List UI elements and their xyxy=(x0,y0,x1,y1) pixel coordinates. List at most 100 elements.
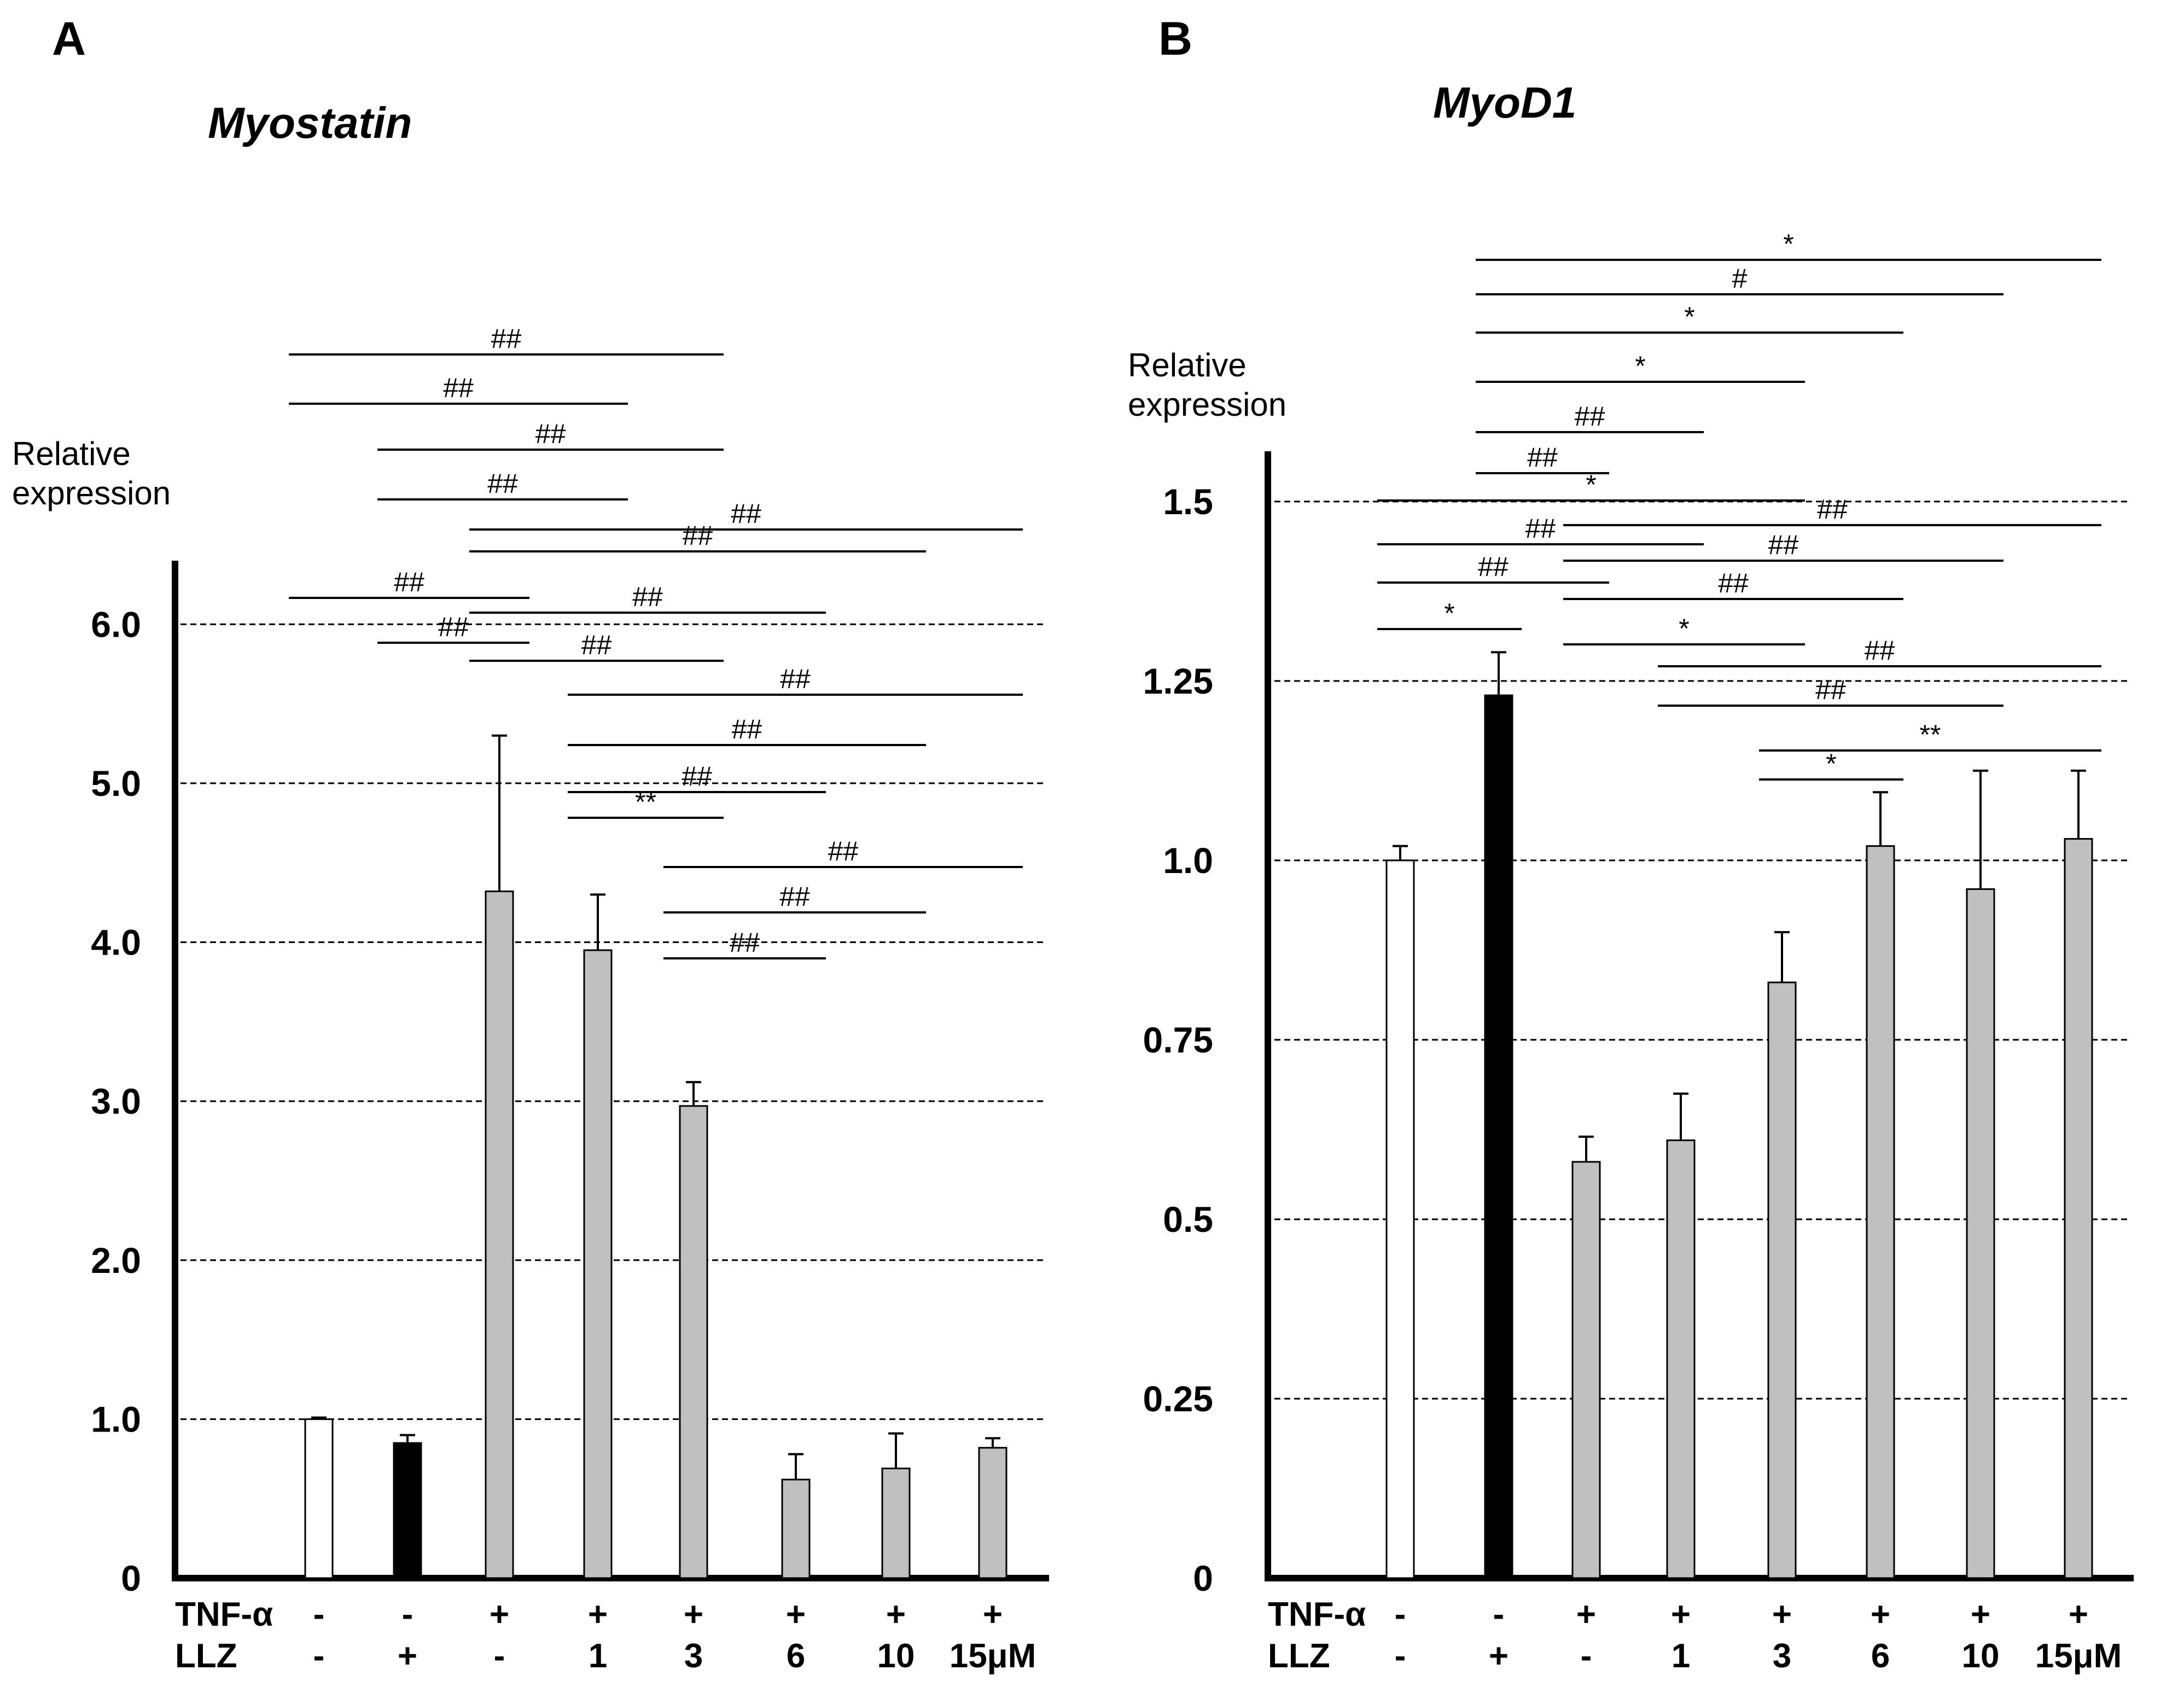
llz-value: 10 xyxy=(877,1637,915,1675)
bar xyxy=(1484,694,1513,1579)
significance-label: ## xyxy=(1815,674,1846,705)
llz-value: 6 xyxy=(787,1637,805,1675)
significance-label: ## xyxy=(828,836,859,866)
y-tick-label: 5.0 xyxy=(91,763,141,804)
significance-label: ## xyxy=(1718,568,1749,598)
panel-label: B xyxy=(1158,13,1192,65)
y-tick-label: 1.5 xyxy=(1163,481,1213,522)
tnf-value: + xyxy=(886,1596,906,1633)
bar xyxy=(1767,981,1797,1579)
tnf-value: + xyxy=(983,1596,1003,1633)
significance-label: ## xyxy=(443,373,474,403)
bar xyxy=(304,1418,334,1579)
llz-value: 1 xyxy=(1672,1637,1690,1675)
y-axis-label: Relative xyxy=(1128,347,1247,383)
bar xyxy=(881,1467,911,1579)
tnf-value: + xyxy=(1772,1596,1792,1633)
y-tick-label: 1.25 xyxy=(1143,661,1213,701)
significance-label: ## xyxy=(1478,551,1509,582)
significance-label: * xyxy=(1679,613,1689,644)
tnf-value: + xyxy=(490,1596,509,1633)
tnf-value: - xyxy=(1493,1596,1505,1633)
chart-title: MyoD1 xyxy=(1433,78,1576,127)
chart-title: Myostatin xyxy=(208,98,412,147)
y-tick-label: 1.0 xyxy=(91,1399,141,1439)
significance-label: ## xyxy=(1865,635,1895,666)
llz-value: 15μM xyxy=(950,1637,1036,1675)
significance-label: ## xyxy=(732,714,762,744)
tnf-value: + xyxy=(2069,1596,2088,1633)
y-tick-label: 0.25 xyxy=(1143,1378,1213,1419)
llz-value: 10 xyxy=(1962,1637,2000,1675)
bar xyxy=(485,891,514,1579)
significance-label: ## xyxy=(731,498,761,529)
y-axis-label: Relative xyxy=(12,435,131,472)
llz-value: 15μM xyxy=(2035,1637,2122,1675)
significance-label: ** xyxy=(635,787,656,817)
bar xyxy=(978,1447,1007,1579)
y-tick-label: 1.0 xyxy=(1163,840,1213,881)
llz-row-label: LLZ xyxy=(1268,1637,1330,1675)
significance-label: ** xyxy=(1920,719,1941,750)
significance-label: ## xyxy=(780,664,811,694)
significance-label: * xyxy=(1783,229,1793,259)
llz-value: - xyxy=(494,1637,505,1675)
tnf-value: + xyxy=(1576,1596,1596,1633)
bar xyxy=(393,1442,422,1579)
tnf-value: + xyxy=(1671,1596,1691,1633)
significance-label: * xyxy=(1684,301,1694,332)
significance-label: ## xyxy=(1768,530,1799,560)
significance-label: ## xyxy=(491,323,522,354)
tnf-value: + xyxy=(1871,1596,1890,1633)
tnf-value: + xyxy=(588,1596,608,1633)
tnf-value: + xyxy=(786,1596,806,1633)
y-tick-label: 2.0 xyxy=(91,1240,141,1281)
llz-value: + xyxy=(1489,1637,1509,1675)
significance-label: ## xyxy=(487,468,518,499)
tnf-row-label: TNF-α xyxy=(175,1596,273,1633)
llz-value: - xyxy=(1581,1637,1592,1675)
y-axis-label: expression xyxy=(1128,386,1286,423)
significance-label: ## xyxy=(1575,401,1605,432)
bar xyxy=(583,949,613,1579)
significance-label: ## xyxy=(779,881,810,912)
significance-label: * xyxy=(1635,351,1645,381)
y-tick-label: 0.75 xyxy=(1143,1020,1213,1060)
tnf-value: - xyxy=(313,1596,325,1633)
significance-label: # xyxy=(1732,263,1748,294)
llz-value: 3 xyxy=(1773,1637,1791,1675)
bar xyxy=(781,1479,811,1579)
bar xyxy=(1666,1139,1696,1579)
llz-value: 6 xyxy=(1871,1637,1890,1675)
significance-label: ## xyxy=(682,761,712,792)
significance-label: * xyxy=(1826,748,1836,779)
tnf-value: - xyxy=(1395,1596,1406,1633)
significance-label: ## xyxy=(1525,513,1556,544)
y-tick-label: 0 xyxy=(121,1558,141,1598)
bar xyxy=(1966,888,1995,1579)
significance-label: ## xyxy=(535,418,566,449)
y-tick-label: 0.5 xyxy=(1163,1199,1213,1240)
llz-value: + xyxy=(398,1637,417,1675)
significance-label: ## xyxy=(632,581,663,612)
panel-label: A xyxy=(52,13,86,65)
bar xyxy=(1385,859,1415,1579)
y-tick-label: 6.0 xyxy=(91,604,141,644)
significance-label: ## xyxy=(394,567,424,597)
bar xyxy=(1866,845,1895,1579)
tnf-value: + xyxy=(1971,1596,1990,1633)
significance-label: * xyxy=(1586,469,1596,500)
significance-label: ## xyxy=(1817,494,1848,525)
significance-label: ## xyxy=(1527,442,1558,473)
llz-row-label: LLZ xyxy=(175,1637,237,1675)
y-axis-label: expression xyxy=(12,475,171,511)
significance-label: ## xyxy=(683,520,713,551)
llz-value: 3 xyxy=(684,1637,703,1675)
bar xyxy=(1571,1161,1601,1579)
y-tick-label: 0 xyxy=(1193,1558,1213,1598)
bar xyxy=(679,1105,708,1579)
tnf-value: + xyxy=(684,1596,703,1633)
significance-label: ## xyxy=(581,630,612,660)
